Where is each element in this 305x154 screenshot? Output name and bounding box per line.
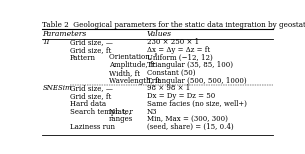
Text: Hard data: Hard data (70, 100, 106, 108)
Text: Orientation, °: Orientation, ° (109, 54, 158, 62)
Text: Grid size, ft: Grid size, ft (70, 46, 111, 54)
Text: Δx = Δy = Δz = ft: Δx = Δy = Δz = ft (147, 46, 210, 54)
Text: Constant (50): Constant (50) (147, 69, 196, 77)
Text: Uniform (−12, 12): Uniform (−12, 12) (147, 54, 213, 62)
Text: TI: TI (42, 38, 50, 46)
Text: Triangular (35, 85, 100): Triangular (35, 85, 100) (147, 61, 233, 69)
Text: Table 2  Geological parameters for the static data integration by geostatistics: Table 2 Geological parameters for the st… (42, 21, 305, 29)
Text: Values: Values (147, 30, 172, 38)
Text: Same facies (no size, well+): Same facies (no size, well+) (147, 100, 247, 108)
Text: Pattern: Pattern (70, 54, 96, 62)
Text: N3: N3 (147, 107, 157, 116)
Text: Min, Max = (300, 300): Min, Max = (300, 300) (147, 115, 228, 123)
Text: Nr. t, r: Nr. t, r (109, 107, 133, 116)
Text: 230 × 250 × 1: 230 × 250 × 1 (147, 38, 199, 46)
Text: Wavelength, ft: Wavelength, ft (109, 77, 160, 85)
Text: ranges: ranges (109, 115, 133, 123)
Text: Laziness run: Laziness run (70, 123, 115, 131)
Text: Search template,: Search template, (70, 107, 131, 116)
Text: Grid size, —: Grid size, — (70, 84, 113, 92)
Text: Amplitude, ft: Amplitude, ft (109, 61, 156, 69)
Text: 98 × 98 × 1: 98 × 98 × 1 (147, 84, 190, 92)
Text: Triangular (500, 500, 1000): Triangular (500, 500, 1000) (147, 77, 246, 85)
Text: Dx = Dy = Dz = 50: Dx = Dy = Dz = 50 (147, 92, 215, 100)
Text: Width, ft: Width, ft (109, 69, 140, 77)
Text: Grid size, ft: Grid size, ft (70, 92, 111, 100)
Text: (seed, share) = (15, 0.4): (seed, share) = (15, 0.4) (147, 123, 234, 131)
Text: Parameters: Parameters (42, 30, 87, 38)
Text: Grid size, —: Grid size, — (70, 38, 113, 46)
Text: SNESim: SNESim (42, 84, 72, 92)
